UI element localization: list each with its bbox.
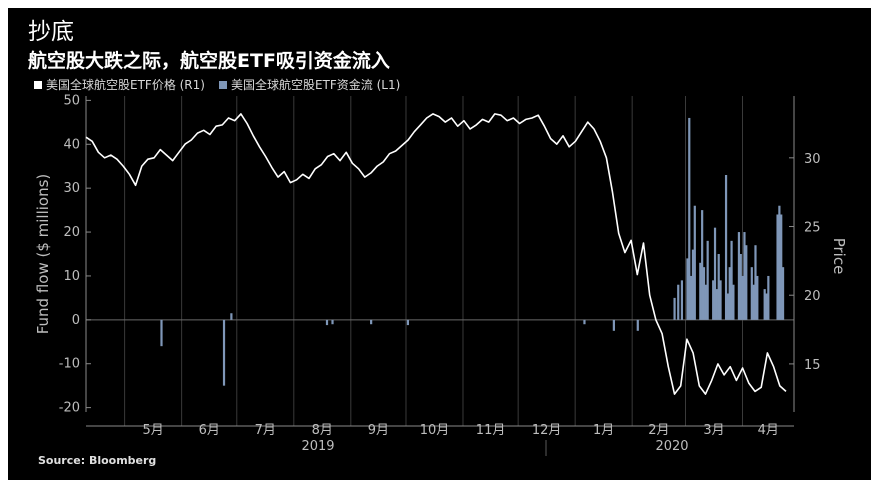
flow-bar [730, 240, 733, 320]
x-tick-label: 4月 [758, 423, 779, 438]
legend-swatch-flow [218, 80, 227, 89]
flow-bar [706, 240, 709, 320]
x-tick-label: 11月 [476, 423, 506, 438]
y-axis-label: Fund flow ($ millions) [34, 174, 52, 335]
flow-bar [677, 284, 680, 320]
flow-bar [737, 232, 741, 320]
y-tick-label: 0 [72, 313, 80, 328]
price-line [85, 113, 787, 395]
x-tick-label: 3月 [703, 423, 724, 438]
y-tick-label: -20 [59, 401, 80, 416]
flow-bar [754, 245, 757, 320]
y2-axis-label: Price [830, 238, 848, 275]
flow-bar [743, 232, 746, 320]
flow-bar [693, 205, 696, 320]
flow-bar [745, 245, 748, 320]
flow-bar [690, 275, 693, 320]
legend-item-price: 美国全球航空股ETF价格 (R1) [34, 76, 205, 93]
flow-bar [699, 262, 702, 320]
flow-bar [160, 319, 163, 347]
flow-bar [717, 254, 720, 320]
y-tick-label: 10 [63, 269, 80, 284]
flow-bar [691, 249, 695, 320]
y2-tick-label: 30 [804, 152, 821, 167]
x-tick-label: 9月 [368, 423, 389, 438]
flow-bar [763, 289, 766, 320]
year-label: 2019 [301, 439, 334, 454]
flow-bar [756, 275, 759, 320]
flow-bar [704, 284, 707, 320]
y-tick-label: 40 [63, 137, 80, 152]
flow-bar [701, 210, 704, 320]
legend-label-price: 美国全球航空股ETF价格 (R1) [46, 78, 205, 92]
flow-bar [765, 293, 768, 320]
legend-item-flow: 美国全球航空股ETF资金流 (L1) [218, 76, 401, 93]
flow-bar [222, 319, 226, 386]
x-tick-label: 1月 [593, 423, 614, 438]
x-tick-label: 8月 [312, 423, 333, 438]
flow-bar [781, 267, 785, 320]
x-tick-label: 6月 [199, 423, 220, 438]
flow-bar [686, 258, 689, 320]
year-label: 2020 [655, 439, 688, 454]
flow-bar [702, 267, 706, 320]
y-tick-label: 50 [63, 93, 80, 108]
y-tick-label: 20 [63, 225, 80, 240]
flow-bar [406, 319, 410, 326]
flow-bar [325, 319, 329, 326]
flow-bar [739, 254, 742, 320]
legend: 美国全球航空股ETF价格 (R1) 美国全球航空股ETF资金流 (L1) [34, 76, 400, 93]
flow-bar [728, 267, 731, 320]
x-tick-label: 7月 [255, 423, 276, 438]
y-tick-label: -10 [59, 357, 80, 372]
source-note: Source: Bloomberg [38, 454, 157, 467]
flow-bar [732, 284, 735, 320]
y2-tick-label: 20 [804, 289, 821, 304]
y2-tick-label: 15 [804, 358, 821, 373]
y-tick-label: 30 [63, 181, 80, 196]
flow-bar [583, 319, 586, 325]
chart-svg: -20 -10 0 10 20 30 40 50 15 20 25 30 Fund flow ($ mi… [34, 93, 848, 456]
y2-tick-label: 25 [804, 221, 821, 236]
chart-title: 抄底 [28, 19, 74, 45]
flow-bar [230, 313, 233, 320]
flow-bar [370, 319, 373, 325]
flow-bar [726, 293, 729, 320]
chart-frame: 抄底 航空股大跌之际，航空股ETF吸引资金流入 美国全球航空股ETF价格 (R1… [8, 8, 871, 480]
chart-subtitle: 航空股大跌之际，航空股ETF吸引资金流入 [28, 50, 390, 72]
flow-bar [741, 275, 744, 320]
x-tick-label: 2月 [648, 423, 669, 438]
x-tick-label: 10月 [420, 423, 450, 438]
flow-bar [713, 227, 717, 320]
flow-bar [752, 284, 755, 320]
flow-bar [767, 275, 770, 320]
x-tick-label: 12月 [532, 423, 562, 438]
flow-bar [636, 319, 639, 331]
flow-bar [331, 319, 334, 325]
flow-bar [715, 289, 718, 320]
flow-bar [712, 280, 715, 320]
flow-bar [780, 214, 783, 320]
x-tick-label: 5月 [142, 423, 163, 438]
flow-bar [612, 319, 615, 331]
legend-label-flow: 美国全球航空股ETF资金流 (L1) [230, 78, 401, 92]
flow-bar [778, 205, 781, 320]
flow-bar [673, 297, 676, 320]
flow-bar [724, 175, 728, 320]
flow-bar [719, 280, 722, 320]
legend-swatch-price [34, 80, 42, 89]
flow-bar [688, 117, 691, 320]
flow-bar [750, 267, 753, 320]
flow-bar [776, 214, 779, 320]
flow-bar [680, 280, 684, 320]
